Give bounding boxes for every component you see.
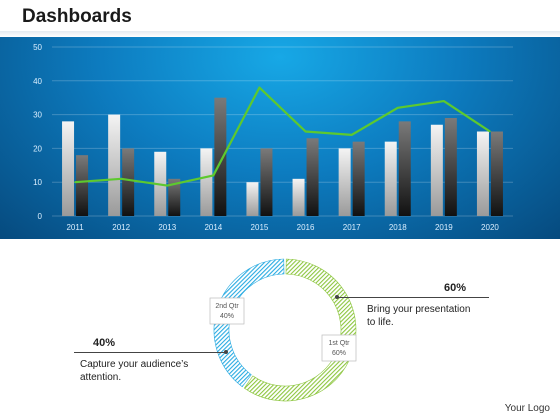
- bar-light-2016: [292, 178, 305, 216]
- y-tick-label: 10: [33, 178, 42, 187]
- footer-logo-text: Your Logo: [504, 403, 550, 414]
- callout-left-line: [74, 352, 226, 353]
- line-point-2020: [489, 130, 491, 133]
- line-point-2016: [304, 130, 307, 133]
- bar-dark-2015: [260, 148, 273, 216]
- callout-left-text: Capture your audience’s attention.: [80, 358, 188, 384]
- donut-slice-2: [213, 258, 285, 388]
- line-point-2011: [74, 181, 76, 183]
- donut-slice-1: [243, 258, 357, 402]
- donut-slice-label: 2nd Qtr: [215, 303, 239, 310]
- x-tick-label: 2014: [204, 223, 222, 232]
- callout-left-dot: [224, 350, 228, 354]
- donut-slice-label: 1st Qtr: [328, 340, 350, 347]
- bar-light-2015: [246, 182, 259, 216]
- line-series: [74, 86, 491, 187]
- donut-label-box-2: [209, 297, 245, 325]
- bar-line-chart-panel: 0 10 20 30 40 50 2011 2012 2013 2014 2015 2016 2017 2…: [0, 37, 560, 239]
- bar-dark-2014: [214, 97, 227, 216]
- x-tick-label: 2013: [158, 223, 176, 232]
- bar-light-2012: [108, 114, 121, 216]
- x-tick-label: 2011: [66, 223, 84, 232]
- bar-dark-2019: [444, 117, 457, 216]
- bar-light-2020: [476, 131, 489, 216]
- line-point-2012: [120, 178, 122, 180]
- callout-right-line2: to life.: [367, 317, 394, 328]
- y-tick-label: 30: [33, 111, 42, 120]
- line-point-2014: [212, 174, 215, 177]
- callout-right-text: Bring your presentation to life.: [367, 303, 470, 329]
- line-point-2013: [166, 184, 169, 187]
- callout-right-percent: 60%: [444, 282, 467, 294]
- line-point-2019: [443, 100, 445, 102]
- bar-dark-2017: [352, 141, 365, 216]
- callout-right-line: [337, 297, 489, 298]
- donut-label-box-1: [321, 334, 357, 362]
- title-divider: [0, 31, 560, 37]
- x-tick-label: 2020: [481, 223, 499, 232]
- y-tick-label: 40: [33, 77, 42, 86]
- x-tick-label: 2017: [343, 223, 361, 232]
- bar-light-2011: [62, 121, 75, 216]
- callout-left-line1: Capture your audience’s: [80, 359, 189, 370]
- x-tick-label: 2016: [297, 223, 315, 232]
- x-tick-label: 2015: [251, 223, 269, 232]
- donut-slice-value: 60%: [332, 350, 346, 357]
- bar-light-2017: [338, 148, 351, 216]
- bar-dark-2018: [398, 121, 411, 216]
- y-tick-label: 0: [38, 212, 43, 221]
- bar-dark-2013: [168, 178, 181, 216]
- bar-light-2014: [200, 148, 213, 216]
- x-tick-label: 2019: [435, 223, 453, 232]
- x-tick-label: 2012: [112, 223, 130, 232]
- bar-dark-2011: [76, 155, 89, 216]
- y-tick-label: 50: [33, 43, 42, 52]
- callout-left-percent: 40%: [93, 337, 116, 349]
- bar-light-2019: [430, 124, 443, 216]
- bar-dark-2012: [122, 148, 135, 216]
- x-tick-label: 2018: [389, 223, 407, 232]
- callout-left-line2: attention.: [80, 372, 122, 383]
- bar-dark-2020: [490, 131, 503, 216]
- line-point-2017: [350, 134, 353, 136]
- callout-right-line1: Bring your presentation: [367, 304, 471, 315]
- page-title: Dashboards: [22, 6, 132, 27]
- bar-line-chart: 0 10 20 30 40 50 2011 2012 2013 2014 2015 2016 2017 2…: [33, 43, 513, 232]
- line-point-2015: [258, 86, 261, 89]
- donut-slice-value: 40%: [220, 313, 234, 320]
- bar-dark-2016: [306, 138, 319, 216]
- y-tick-label: 20: [33, 144, 42, 153]
- line-point-2018: [396, 107, 399, 109]
- bar-light-2018: [384, 141, 397, 216]
